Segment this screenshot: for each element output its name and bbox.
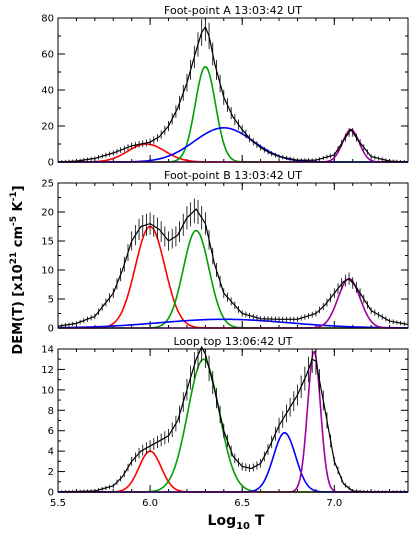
plot-frame xyxy=(57,182,409,329)
component-curve-3 xyxy=(57,318,409,329)
x-tick-label: 6.5 xyxy=(234,498,250,509)
x-axis-label: Log10 T xyxy=(208,513,265,532)
component-curve-3 xyxy=(58,432,408,493)
y-tick-label: 20 xyxy=(41,122,54,133)
plot-frame xyxy=(57,348,409,493)
plot-frame xyxy=(57,17,409,163)
y-tick-label: 6 xyxy=(48,426,54,437)
panel-title: Foot-point A 13:03:42 UT xyxy=(164,4,302,17)
y-tick-label: 10 xyxy=(41,385,54,396)
y-tick-label: 40 xyxy=(41,86,54,97)
x-tick-label: 5.5 xyxy=(50,498,66,509)
component-curve-2 xyxy=(58,358,408,493)
total-dem-curve xyxy=(57,25,409,163)
y-tick-label: 14 xyxy=(41,345,54,356)
component-curve-2 xyxy=(58,65,408,163)
y-tick-label: 2 xyxy=(48,467,54,478)
y-tick-label: 0 xyxy=(48,324,54,335)
component-curve-4 xyxy=(58,128,408,163)
panel-title: Foot-point B 13:03:42 UT xyxy=(164,169,302,182)
component-curve-2 xyxy=(58,229,408,329)
y-tick-label: 60 xyxy=(41,50,54,61)
y-tick-label: 0 xyxy=(48,158,54,169)
panel-1: Foot-point A 13:03:42 UT 0 20 40 60 80 xyxy=(41,4,409,169)
y-tick-label: 0 xyxy=(48,488,54,499)
panel-2: Foot-point B 13:03:42 UT 0 5 10 15 20 25 xyxy=(41,169,409,335)
y-tick-label: 15 xyxy=(41,237,54,248)
y-tick-label: 10 xyxy=(41,266,54,277)
y-tick-label: 25 xyxy=(41,179,54,190)
total-dem-curve xyxy=(57,345,408,493)
x-tick-label: 7.0 xyxy=(326,498,342,509)
y-tick-label: 80 xyxy=(41,14,54,25)
y-tick-label: 20 xyxy=(41,208,54,219)
y-tick-label: 12 xyxy=(41,365,54,376)
y-axis-label: DEM(T) [x1021 cm-5 K-1] xyxy=(9,185,26,354)
total-dem-curve xyxy=(57,208,409,327)
y-tick-label: 5 xyxy=(48,295,54,306)
y-tick-label: 8 xyxy=(48,406,54,417)
panel-3: Loop top 13:06:42 UT 5.5 6.0 6.5 7.0 0 2 4 6 8 10 1… xyxy=(41,335,409,509)
panel-title: Loop top 13:06:42 UT xyxy=(173,335,292,348)
x-tick-label: 6.0 xyxy=(142,498,158,509)
y-tick-label: 4 xyxy=(48,447,54,458)
component-curve-1 xyxy=(58,225,408,329)
